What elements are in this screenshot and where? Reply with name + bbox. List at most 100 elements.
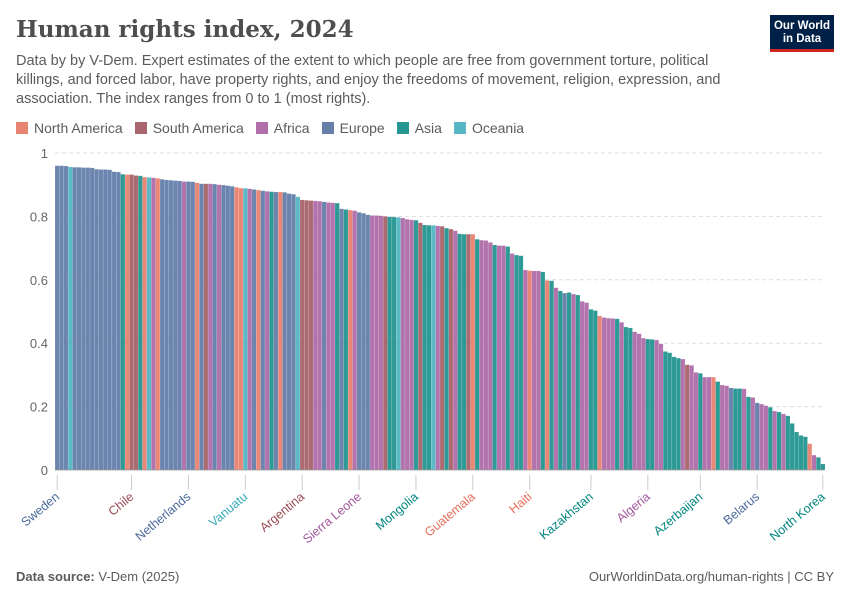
bar[interactable] bbox=[619, 322, 624, 471]
bar[interactable] bbox=[732, 388, 738, 471]
bar[interactable] bbox=[693, 372, 699, 471]
bar[interactable] bbox=[536, 270, 541, 471]
bar[interactable] bbox=[785, 415, 791, 471]
bar[interactable] bbox=[124, 174, 130, 471]
bar[interactable] bbox=[610, 318, 616, 471]
bar[interactable] bbox=[592, 310, 598, 471]
bar[interactable] bbox=[601, 317, 607, 471]
bar[interactable] bbox=[431, 225, 436, 471]
bar[interactable] bbox=[514, 254, 519, 471]
bar[interactable] bbox=[702, 376, 708, 471]
bar[interactable] bbox=[391, 216, 397, 471]
bar[interactable] bbox=[111, 171, 117, 471]
bar[interactable] bbox=[649, 339, 655, 471]
bar[interactable] bbox=[763, 405, 769, 471]
bar[interactable] bbox=[562, 292, 568, 471]
bar[interactable] bbox=[295, 196, 301, 471]
bar[interactable] bbox=[286, 193, 292, 471]
bar[interactable] bbox=[435, 225, 441, 471]
bar[interactable] bbox=[518, 255, 524, 471]
bar[interactable] bbox=[98, 169, 104, 471]
bar[interactable] bbox=[654, 339, 659, 471]
bar[interactable] bbox=[347, 209, 353, 471]
bar[interactable] bbox=[662, 351, 668, 471]
bar[interactable] bbox=[676, 357, 681, 471]
bar[interactable] bbox=[816, 457, 821, 471]
bar[interactable] bbox=[277, 191, 283, 471]
bar[interactable] bbox=[439, 226, 445, 471]
bar[interactable] bbox=[417, 222, 423, 471]
bar[interactable] bbox=[527, 270, 533, 471]
bar[interactable] bbox=[522, 269, 528, 471]
bar[interactable] bbox=[129, 174, 134, 471]
bar[interactable] bbox=[461, 233, 467, 471]
bar[interactable] bbox=[584, 302, 589, 471]
bar[interactable] bbox=[146, 177, 152, 471]
bar[interactable] bbox=[754, 402, 760, 471]
bar[interactable] bbox=[221, 184, 226, 471]
bar[interactable] bbox=[575, 294, 581, 471]
bar[interactable] bbox=[636, 333, 642, 471]
bar[interactable] bbox=[312, 200, 318, 471]
bar[interactable] bbox=[54, 165, 60, 471]
bar[interactable] bbox=[361, 213, 366, 471]
bar[interactable] bbox=[728, 387, 734, 471]
bar[interactable] bbox=[190, 181, 196, 471]
bar[interactable] bbox=[247, 188, 253, 471]
bar[interactable] bbox=[67, 166, 73, 471]
bar[interactable] bbox=[457, 233, 463, 471]
bar[interactable] bbox=[321, 201, 327, 471]
bar[interactable] bbox=[798, 435, 804, 471]
bar[interactable] bbox=[509, 253, 515, 471]
bar[interactable] bbox=[820, 463, 826, 471]
bar[interactable] bbox=[299, 199, 305, 471]
bar[interactable] bbox=[378, 215, 384, 471]
bar[interactable] bbox=[496, 245, 502, 471]
bar[interactable] bbox=[409, 219, 414, 471]
bar[interactable] bbox=[317, 200, 323, 471]
bar[interactable] bbox=[181, 181, 187, 471]
bar[interactable] bbox=[343, 209, 349, 471]
bar[interactable] bbox=[76, 167, 82, 471]
legend-item[interactable]: South America bbox=[134, 120, 244, 136]
bar[interactable] bbox=[116, 171, 121, 471]
owid-logo[interactable]: Our World in Data bbox=[770, 15, 834, 52]
bar[interactable] bbox=[487, 242, 493, 471]
bar[interactable] bbox=[505, 246, 511, 471]
bar[interactable] bbox=[216, 184, 222, 471]
bar[interactable] bbox=[356, 212, 362, 471]
legend-item[interactable]: Africa bbox=[255, 120, 310, 136]
bar[interactable] bbox=[540, 271, 546, 471]
bar[interactable] bbox=[706, 376, 712, 471]
bar[interactable] bbox=[470, 233, 476, 471]
legend-item[interactable]: Oceania bbox=[453, 120, 524, 136]
bar[interactable] bbox=[400, 217, 406, 471]
bar[interactable] bbox=[199, 183, 204, 471]
bar[interactable] bbox=[802, 436, 808, 471]
bar[interactable] bbox=[794, 431, 799, 471]
bar[interactable] bbox=[212, 183, 218, 471]
bar[interactable] bbox=[776, 411, 782, 471]
bar[interactable] bbox=[168, 180, 174, 471]
bar[interactable] bbox=[382, 216, 388, 471]
bar[interactable] bbox=[137, 175, 143, 471]
bar[interactable] bbox=[229, 186, 235, 471]
bar[interactable] bbox=[627, 327, 633, 471]
bar[interactable] bbox=[273, 191, 279, 471]
bar[interactable] bbox=[72, 167, 78, 471]
bar[interactable] bbox=[81, 167, 86, 471]
bar[interactable] bbox=[501, 245, 506, 471]
bar[interactable] bbox=[658, 343, 664, 471]
bar[interactable] bbox=[606, 317, 611, 471]
bar[interactable] bbox=[326, 202, 331, 471]
bar[interactable] bbox=[142, 176, 148, 471]
bar[interactable] bbox=[238, 187, 244, 471]
bar[interactable] bbox=[85, 167, 91, 471]
bar[interactable] bbox=[811, 454, 817, 471]
bar[interactable] bbox=[291, 194, 296, 471]
legend-item[interactable]: North America bbox=[16, 120, 123, 136]
bar[interactable] bbox=[715, 381, 721, 471]
bar[interactable] bbox=[737, 388, 743, 471]
bar[interactable] bbox=[531, 270, 537, 471]
bar[interactable] bbox=[304, 200, 309, 471]
